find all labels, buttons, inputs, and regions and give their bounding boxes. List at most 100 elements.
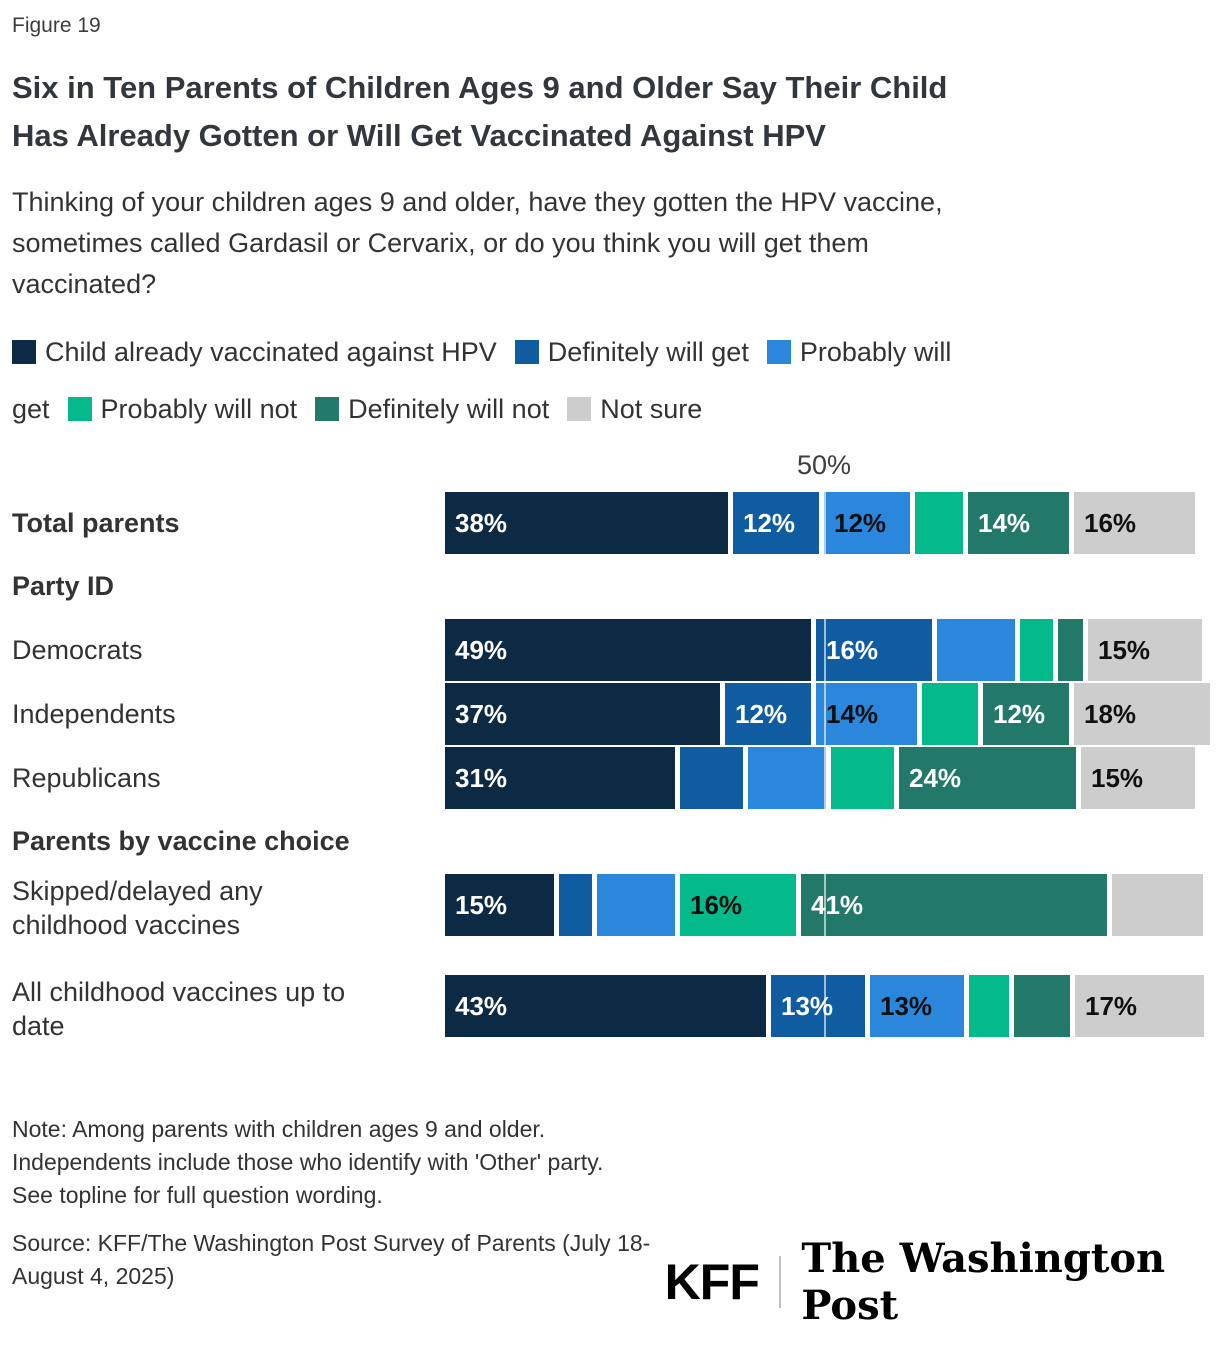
bar-segment-value: 31% (455, 762, 508, 793)
row-label-line: All childhood vaccines up to (12, 977, 346, 1007)
bar-segment-definitely_not: 41% (801, 874, 1112, 936)
legend-item-label: Child already vaccinated against HPV (45, 336, 497, 367)
row-label: Democrats (12, 619, 445, 681)
source-text: Source: KFF/The Washington Post Survey o… (12, 1227, 665, 1293)
note-text: Note: Among parents with children ages 9… (12, 1113, 1208, 1212)
bar-segment-value: 41% (811, 889, 864, 920)
text-line: sometimes called Gardasil or Cervarix, o… (12, 228, 869, 258)
legend-item-label: get (12, 393, 50, 424)
bar-segment-definitely_not: 12% (983, 683, 1074, 745)
text-line: Note: Among parents with children ages 9… (12, 1116, 546, 1142)
kff-logo: KFF (664, 1254, 760, 1310)
bar-segment-not_sure: 17% (1075, 975, 1204, 1037)
stacked-bar: 31% 24% 15% (445, 747, 1195, 809)
bar-segment-probably_not: 16% (680, 874, 801, 936)
bar-segment-value: 12% (743, 507, 796, 538)
bar-segment-probably_will: 13% (870, 975, 969, 1037)
row-label-line: date (12, 1011, 65, 1041)
group-header: Party ID (12, 571, 115, 601)
chart-row: Skipped/delayed any childhood vaccines 15%… (12, 874, 1208, 942)
page-title: Six in Ten Parents of Children Ages 9 an… (12, 64, 1208, 160)
bar-segment-definitely_will: 12% (733, 492, 824, 554)
row-label-line: Republicans (12, 763, 161, 793)
chart-row: Democrats 49% 16% 15% (12, 619, 1208, 681)
bar-segment-probably_not (915, 492, 968, 554)
bar-segment-value: 17% (1085, 990, 1138, 1021)
bar-segment-value: 12% (993, 698, 1046, 729)
text-line: Thinking of your children ages 9 and old… (12, 187, 943, 217)
row-label: Total parents (12, 492, 445, 554)
bar-segment-value: 37% (455, 698, 508, 729)
bar-segment-probably_not (1020, 619, 1058, 681)
row-label-line: childhood vaccines (12, 910, 241, 940)
bar-segment-value: 18% (1084, 698, 1137, 729)
legend-item-label: Probably will not (100, 393, 298, 424)
bar-segment-value: 49% (455, 634, 508, 665)
legend-item-label: Not sure (600, 393, 703, 424)
not_sure-swatch-icon (567, 397, 592, 421)
already-swatch-icon (12, 340, 36, 364)
chart-row: Total parents 38% 12% 12% 14% 16% (12, 492, 1208, 554)
washington-post-logo: The Washington Post (801, 1235, 1166, 1329)
bar-segment-value: 15% (1091, 762, 1144, 793)
row-label-line: Skipped/delayed any (12, 876, 263, 906)
bar-segment-value: 14% (978, 507, 1031, 538)
legend-item: Child already vaccinated against HPV (12, 337, 497, 368)
branding-logos: KFF The Washington Post (665, 1235, 1208, 1329)
row-label: All childhood vaccines up to date (12, 975, 445, 1043)
chart-row: Independents 37% 12% 14% 12% 18% (12, 683, 1210, 745)
bar-segment-value: 15% (455, 889, 508, 920)
bar-segment-probably_will: 12% (824, 492, 915, 554)
bar-segment-value: 15% (1098, 634, 1151, 665)
text-line: August 4, 2025) (12, 1263, 175, 1289)
chart-row: All childhood vaccines up to date 43% 13% 13… (12, 975, 1208, 1043)
row-group: Parents by vaccine choice Skipped/delayed… (12, 826, 1208, 1043)
bar-segment-already: 43% (445, 975, 771, 1037)
legend-item: Definitely will not (315, 394, 549, 425)
stacked-bar: 49% 16% 15% (445, 619, 1202, 681)
bar-segment-value: 12% (735, 698, 788, 729)
bar-segment-definitely_not (1014, 975, 1075, 1037)
bar-segment-not_sure (1112, 874, 1203, 936)
legend-item-label: Definitely will get (547, 336, 749, 367)
text-line: Six in Ten Parents of Children Ages 9 an… (12, 70, 948, 105)
footer: Source: KFF/The Washington Post Survey o… (12, 1227, 1208, 1329)
bar-segment-definitely_will (559, 874, 597, 936)
legend-item: Probably will not (67, 393, 298, 425)
row-group: Party ID Democrats 49% 16% 15% Independents 37… (12, 571, 1210, 809)
bar-segment-probably_not (922, 683, 983, 745)
legend-row: Child already vaccinated against HPV Defi… (12, 335, 1208, 369)
bar-segment-value: 16% (690, 889, 743, 920)
logo-divider (778, 1256, 782, 1308)
bar-segment-not_sure: 18% (1074, 683, 1210, 745)
bar-segment-definitely_not: 24% (899, 747, 1081, 809)
probably_will-swatch-icon (766, 340, 791, 364)
bar-segment-already: 31% (445, 747, 680, 809)
bar-segment-value: 24% (909, 762, 962, 793)
bar-segment-probably_will (748, 747, 831, 809)
row-label: Independents (12, 683, 445, 745)
bar-segment-value: 13% (880, 990, 933, 1021)
legend-item: Not sure (567, 394, 702, 425)
group-header: Parents by vaccine choice (12, 826, 350, 856)
bar-segment-value: 16% (1084, 507, 1137, 538)
bar-segment-value: 16% (826, 634, 879, 665)
text-line: Source: KFF/The Washington Post Survey o… (12, 1230, 651, 1256)
figure-label: Figure 19 (12, 14, 101, 37)
bar-rows: Total parents 38% 12% 12% 14% 16% Party ID Demo… (12, 492, 1210, 1043)
legend-item: get (12, 394, 50, 425)
gridline-50 (824, 492, 826, 1043)
chart: 50% Total parents 38% 12% 12% 14% 16% Party ID… (12, 450, 1210, 1043)
bar-segment-probably_will (597, 874, 680, 936)
bar-segment-not_sure: 15% (1081, 747, 1195, 809)
stacked-bar: 43% 13% 13% 17% (445, 975, 1204, 1037)
legend: Child already vaccinated against HPV Defi… (12, 335, 1208, 426)
row-group: Total parents 38% 12% 12% 14% 16% (12, 492, 1208, 554)
bar-segment-value: 14% (826, 698, 879, 729)
bar-segment-probably_not (969, 975, 1014, 1037)
stacked-bar: 38% 12% 12% 14% 16% (445, 492, 1195, 554)
stacked-bar: 37% 12% 14% 12% 18% (445, 683, 1210, 745)
bar-segment-definitely_will: 13% (771, 975, 870, 1037)
bar-segment-probably_will (937, 619, 1020, 681)
